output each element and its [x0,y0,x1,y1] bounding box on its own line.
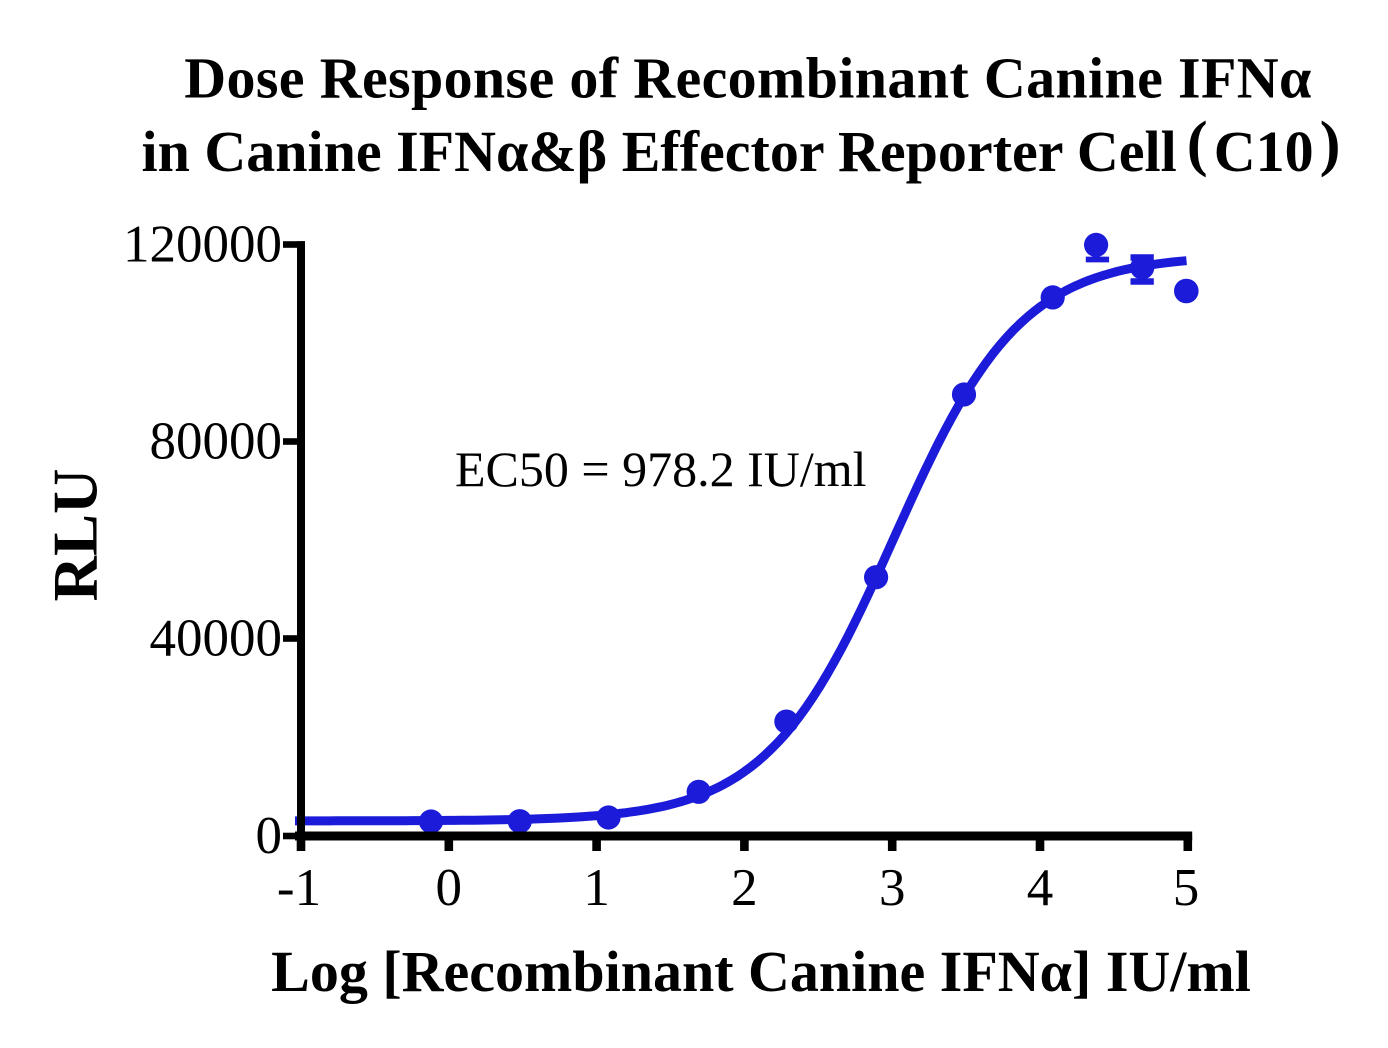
svg-text:2: 2 [731,859,758,917]
svg-text:5: 5 [1173,859,1200,917]
svg-text:EC50 = 978.2 IU/ml: EC50 = 978.2 IU/ml [455,441,867,497]
svg-text:0: 0 [256,807,283,865]
svg-text:0: 0 [436,859,463,917]
svg-text:in Canine IFNα&β Effector Repo: in Canine IFNα&β Effector Reporter Cell(… [141,108,1340,184]
svg-text:Dose Response of Recombinant C: Dose Response of Recombinant Canine IFNα [184,46,1311,111]
svg-text:40000: 40000 [150,610,283,668]
svg-text:120000: 120000 [123,216,282,274]
svg-text:RLU: RLU [41,468,111,601]
svg-text:1: 1 [583,859,610,917]
svg-text:Log [Recombinant Canine IFNα]: Log [Recombinant Canine IFNα] IU/ml [271,939,1251,1004]
svg-text:-1: -1 [277,859,321,917]
svg-text:3: 3 [879,859,906,917]
svg-text:80000: 80000 [150,413,283,471]
svg-text:4: 4 [1027,859,1054,917]
